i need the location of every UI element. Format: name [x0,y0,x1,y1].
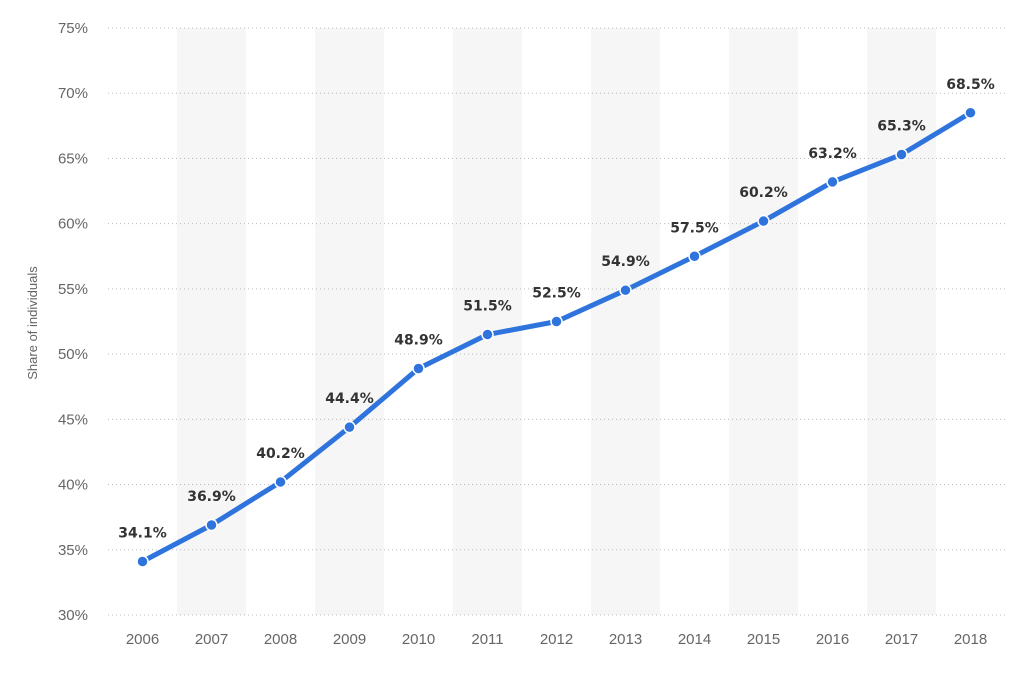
data-label-2015: 60.2% [739,185,788,201]
x-tick-label: 2016 [816,631,849,648]
x-tick-label: 2011 [471,631,503,648]
data-point-2007[interactable] [205,518,218,532]
data-point-2018[interactable] [964,106,977,120]
x-tick-label: 2017 [885,631,918,648]
data-label-2007: 36.9% [187,489,236,505]
column-band-2009 [315,28,384,615]
data-point-2014[interactable] [688,250,701,263]
column-bands [177,28,936,615]
y-tick-label: 50% [58,346,88,363]
data-point-2012[interactable] [550,315,563,328]
data-point-2017[interactable] [895,148,908,161]
data-label-2014: 57.5% [670,220,719,236]
x-tick-label: 2007 [195,631,228,648]
data-point-2010[interactable] [412,362,425,375]
series-line [140,110,973,565]
y-tick-label: 55% [58,281,88,298]
x-tick-label: 2018 [954,631,987,648]
data-point-2009[interactable] [343,420,356,434]
data-label-2013: 54.9% [601,254,650,270]
data-point-2015[interactable] [757,214,770,228]
data-label-2010: 48.9% [394,332,443,348]
x-tick-label: 2015 [747,631,780,648]
data-label-2016: 63.2% [808,146,857,162]
data-label-2017: 65.3% [877,119,926,135]
y-tick-label: 30% [58,607,88,624]
x-tick-label: 2008 [264,631,297,648]
data-label-2011: 51.5% [463,299,512,315]
data-point-2006[interactable] [136,555,149,568]
y-tick-label: 45% [58,411,88,428]
y-gridlines [108,27,1005,616]
y-axis-title: Share of individuals [25,266,40,380]
data-label-2012: 52.5% [532,286,581,302]
data-point-2013[interactable] [619,283,632,297]
x-tick-label: 2014 [678,631,711,648]
data-point-2011[interactable] [481,328,494,341]
series-group: 34.1% 36.9% 40.2% 44.4% 48.9% 51.5% 52.5% 54.9%… [118,77,995,568]
y-tick-label: 35% [58,542,88,559]
y-tick-label: 40% [58,477,88,494]
column-band-2017 [867,28,936,615]
y-tick-label: 65% [58,150,88,167]
column-band-2011 [453,28,522,615]
data-label-2018: 68.5% [946,77,995,93]
x-tick-label: 2009 [333,631,366,648]
y-tick-label: 70% [58,85,88,102]
data-label-2006: 34.1% [118,526,167,542]
data-point-2008[interactable] [274,475,287,489]
y-tick-label: 60% [58,216,88,233]
column-band-2013 [591,28,660,615]
y-axis-tick-labels: 30% 35% 40% 45% 50% 55% 60% 65% 70% 75% [58,20,88,624]
x-axis-tick-labels: 2006 2007 2008 2009 2010 2011 2012 2013 2014 2015… [126,631,987,648]
data-label-2008: 40.2% [256,446,305,462]
data-label-2009: 44.4% [325,391,374,407]
column-band-2007 [177,28,246,615]
x-tick-label: 2013 [609,631,642,648]
x-tick-label: 2012 [540,631,573,648]
column-band-2015 [729,28,798,615]
x-tick-label: 2006 [126,631,159,648]
data-point-2016[interactable] [826,175,839,189]
x-tick-label: 2010 [402,631,435,648]
y-tick-label: 75% [58,20,88,37]
